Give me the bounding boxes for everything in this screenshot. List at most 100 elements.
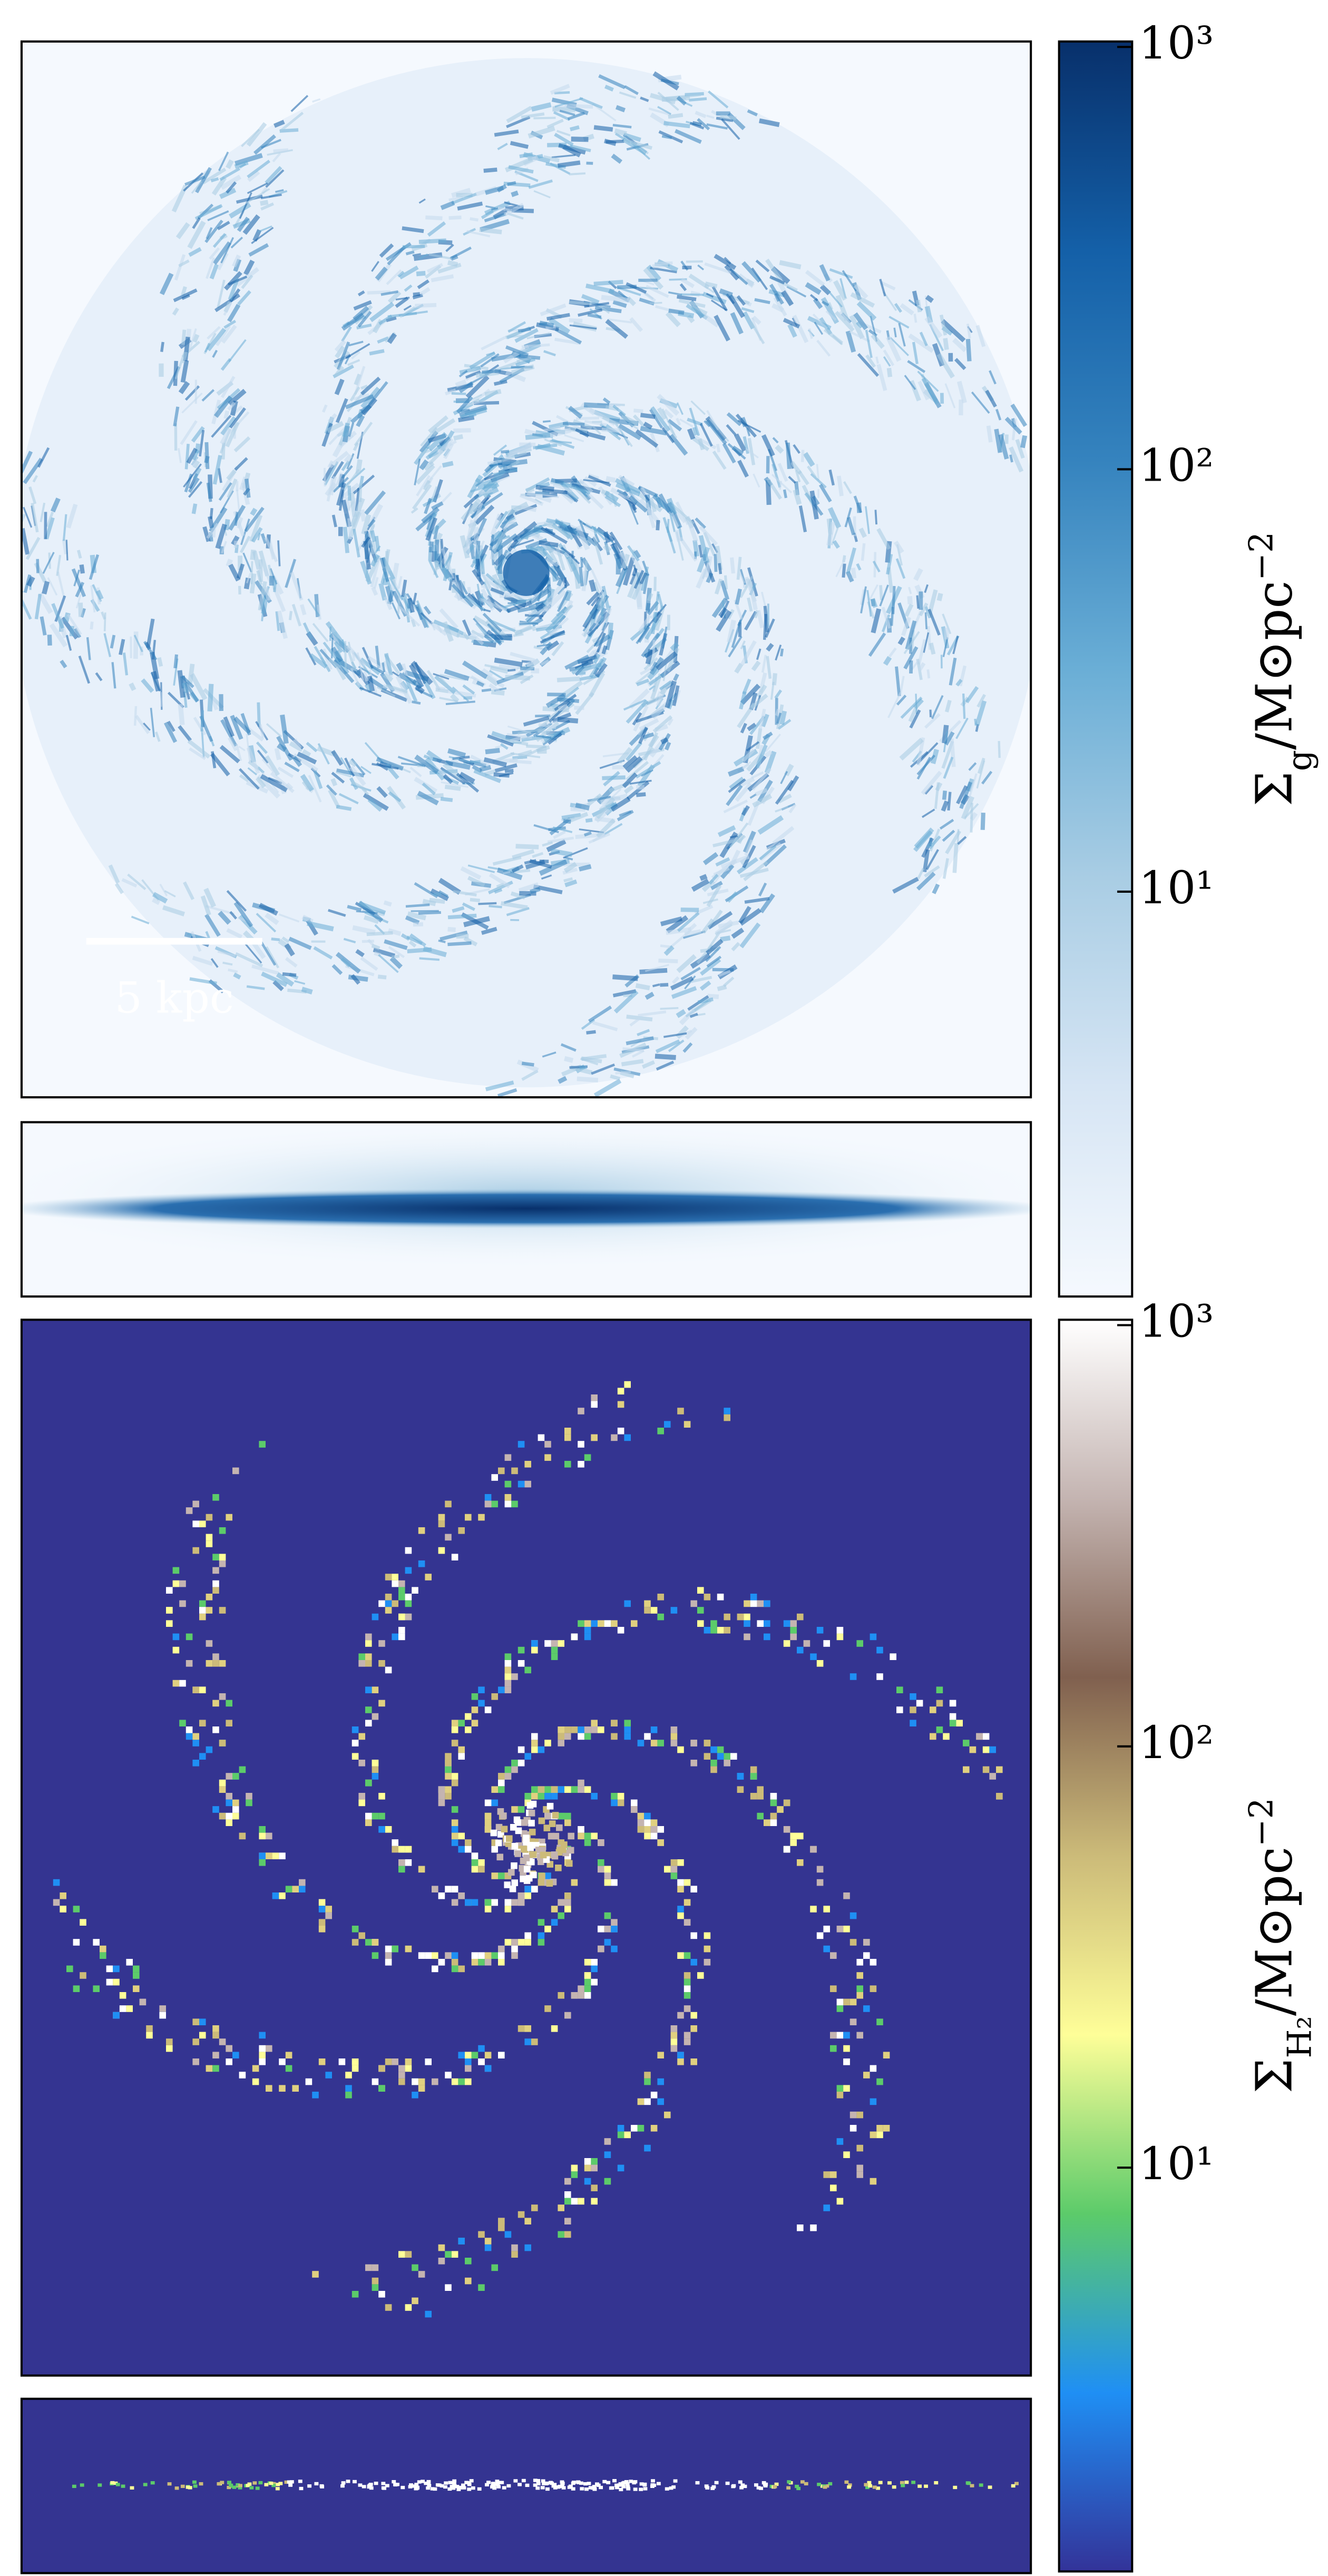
- h2-edge: [576, 2480, 580, 2484]
- h2-clump: [498, 1945, 505, 1953]
- gas-filament: [178, 259, 190, 268]
- h2-clump: [551, 1792, 558, 1800]
- h2-clump: [192, 1520, 200, 1527]
- gas-filament: [32, 475, 38, 483]
- h2-clump: [617, 1427, 624, 1435]
- gas-filament: [447, 926, 456, 932]
- gas-filament: [589, 579, 597, 592]
- h2-clump: [683, 1879, 691, 1886]
- h2-clump: [962, 1766, 970, 1773]
- gas-filament: [952, 843, 959, 873]
- gas-filament: [218, 482, 232, 501]
- h2-clump: [796, 1832, 804, 1840]
- gas-filament: [893, 540, 904, 554]
- gas-filament: [705, 945, 721, 962]
- h2-clump: [657, 2098, 664, 2105]
- h2-clump: [491, 1474, 499, 1481]
- h2-clump: [478, 1700, 485, 1707]
- gas-filament: [511, 864, 524, 873]
- h2-clump: [558, 1740, 565, 1746]
- h2-clump: [226, 1514, 233, 1521]
- gas-filament: [3, 550, 14, 573]
- gas-filament: [234, 457, 248, 471]
- h2-clump: [710, 1766, 717, 1773]
- gas-filament: [245, 188, 270, 204]
- gas-filament: [236, 267, 260, 287]
- gas-filament: [619, 551, 629, 562]
- gas-filament: [492, 855, 522, 866]
- h2-clump: [856, 1992, 863, 1999]
- gas-filament: [264, 536, 278, 562]
- gas-filament: [476, 583, 482, 606]
- gas-filament: [204, 219, 223, 243]
- gas-filament: [490, 513, 502, 535]
- gas-filament: [856, 563, 862, 571]
- h2-clump: [432, 2078, 438, 2085]
- h2-clump: [451, 1952, 458, 1959]
- gas-filament: [657, 394, 680, 416]
- gas-filament: [191, 181, 202, 194]
- gas-filament: [367, 290, 391, 295]
- gas-filament: [962, 693, 966, 719]
- gas-filament: [376, 786, 388, 798]
- gas-filament: [714, 578, 723, 595]
- gas-filament: [536, 643, 551, 648]
- h2-clump: [365, 1720, 372, 1726]
- gas-filament: [375, 646, 380, 668]
- gas-filament: [627, 545, 640, 562]
- h2-clump: [425, 2310, 432, 2318]
- gas-filament: [827, 289, 843, 308]
- h2-edge: [533, 2479, 538, 2482]
- h2-clump: [617, 2124, 624, 2132]
- gas-filament: [240, 519, 250, 545]
- h2-clump: [677, 1886, 684, 1892]
- h2-clump: [956, 1720, 963, 1726]
- h2-clump: [790, 1633, 797, 1641]
- h2-core: [530, 1871, 537, 1879]
- h2-edge: [580, 2487, 584, 2491]
- h2-clump: [412, 2264, 418, 2271]
- gas-filament: [816, 339, 831, 357]
- gas-filament: [655, 1039, 680, 1053]
- h2-clump: [757, 1620, 764, 1627]
- h2-clump: [704, 1753, 711, 1760]
- h2-clump: [564, 1460, 571, 1468]
- h2-edge: [602, 2480, 607, 2484]
- h2-clump: [989, 1746, 996, 1753]
- gas-filament: [577, 1076, 599, 1082]
- h2-edge: [847, 2485, 852, 2489]
- gas-filament: [583, 831, 592, 837]
- gas-filament: [660, 916, 682, 926]
- gas-filament: [531, 102, 552, 112]
- h2-clump: [498, 1779, 505, 1787]
- gas-filament: [908, 587, 912, 594]
- gas-filament: [390, 562, 399, 591]
- gas-filament: [787, 775, 799, 792]
- h2-edge: [1014, 2482, 1019, 2485]
- gas-filament: [947, 792, 952, 811]
- gas-filament: [730, 557, 735, 574]
- h2-clump: [471, 1899, 479, 1906]
- gas-filament: [470, 549, 485, 568]
- gas-filament: [242, 552, 252, 573]
- gas-filament: [192, 460, 200, 469]
- h2-edge: [227, 2485, 231, 2490]
- gas-filament: [433, 672, 450, 680]
- h2-clump: [863, 2072, 870, 2079]
- gas-filament: [611, 546, 619, 555]
- gas-filament: [465, 375, 490, 399]
- gas-filament: [756, 728, 763, 749]
- gas-filament: [660, 944, 670, 949]
- gas-filament: [396, 662, 404, 672]
- gas-filament: [493, 772, 510, 778]
- gas-filament: [548, 732, 562, 745]
- h2-clump: [637, 1740, 645, 1746]
- gas-filament: [403, 305, 412, 311]
- gas-filament: [779, 710, 787, 725]
- h2-clump: [478, 1859, 485, 1866]
- gas-filament: [204, 442, 210, 470]
- gas-filament: [563, 604, 573, 614]
- gas-filament: [1004, 416, 1022, 435]
- h2-core: [514, 1850, 521, 1857]
- gas-filament: [642, 732, 655, 739]
